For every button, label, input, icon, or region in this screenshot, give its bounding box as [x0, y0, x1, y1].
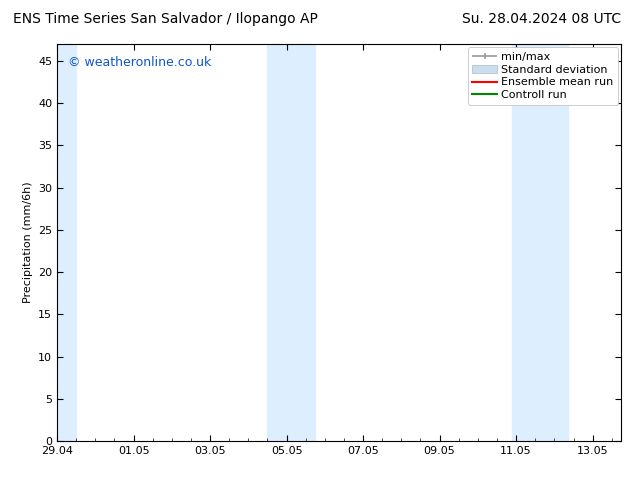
Text: © weatheronline.co.uk: © weatheronline.co.uk: [68, 56, 212, 69]
Bar: [512, 44, 568, 441]
Bar: [53, 44, 76, 441]
Text: Su. 28.04.2024 08 UTC: Su. 28.04.2024 08 UTC: [462, 12, 621, 26]
Y-axis label: Precipitation (mm/6h): Precipitation (mm/6h): [23, 182, 32, 303]
Text: ENS Time Series San Salvador / Ilopango AP: ENS Time Series San Salvador / Ilopango …: [13, 12, 318, 26]
Bar: [268, 44, 315, 441]
Legend: min/max, Standard deviation, Ensemble mean run, Controll run: min/max, Standard deviation, Ensemble me…: [468, 48, 618, 105]
